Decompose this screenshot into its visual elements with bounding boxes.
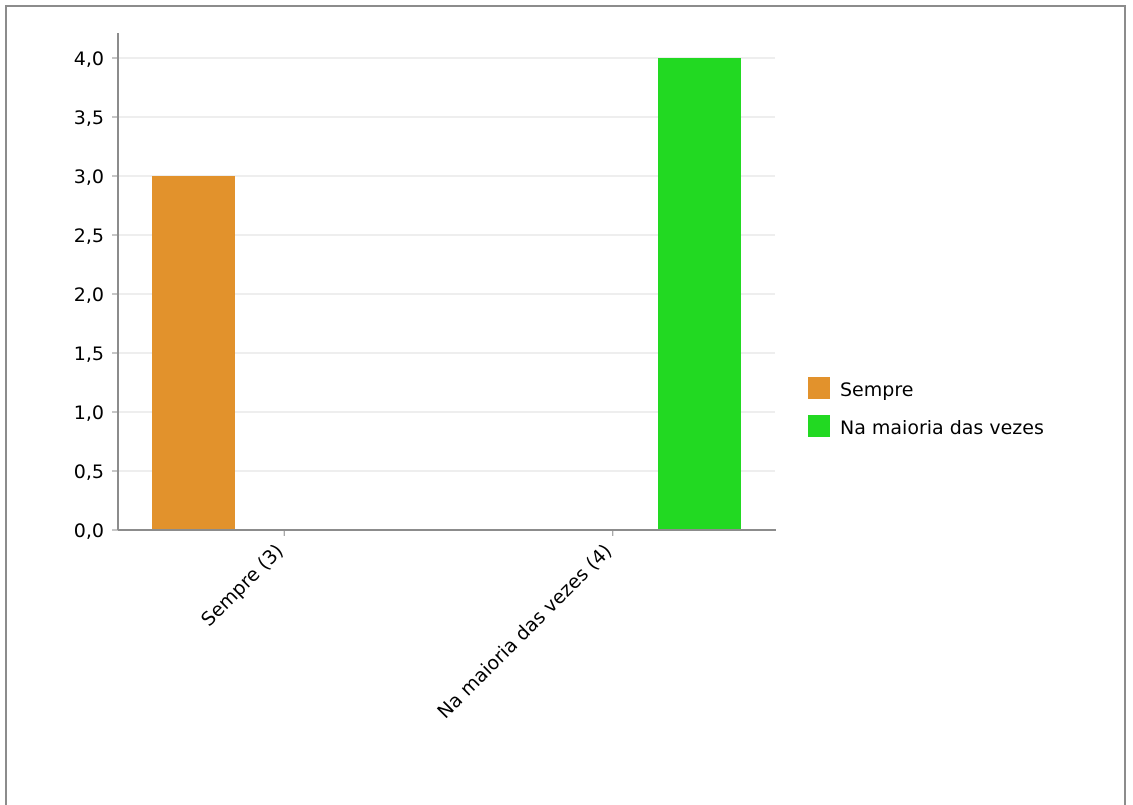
y-axis-ticks: 0,0 0,5 1,0 1,5 2,0 2,5 3,0 3,5 4,0 bbox=[74, 48, 118, 542]
x-axis-ticks: Sempre (3) Na maioria das vezes (4) bbox=[197, 530, 616, 723]
y-tick-label: 1,5 bbox=[74, 343, 104, 365]
y-tick-label: 0,0 bbox=[74, 520, 104, 542]
legend-swatch bbox=[808, 377, 830, 399]
bar bbox=[658, 58, 741, 530]
y-tick-label: 2,0 bbox=[74, 284, 104, 306]
legend-swatch bbox=[808, 415, 830, 437]
legend: Sempre Na maioria das vezes bbox=[808, 377, 1044, 439]
y-tick-label: 0,5 bbox=[74, 461, 104, 483]
y-tick-label: 3,0 bbox=[74, 166, 104, 188]
y-tick-label: 2,5 bbox=[74, 225, 104, 247]
bars bbox=[152, 58, 741, 530]
chart-frame bbox=[5, 5, 1126, 805]
legend-label: Sempre bbox=[840, 379, 913, 401]
bar bbox=[152, 176, 235, 530]
y-tick-label: 4,0 bbox=[74, 48, 104, 70]
y-tick-label: 3,5 bbox=[74, 107, 104, 129]
legend-label: Na maioria das vezes bbox=[840, 417, 1044, 439]
y-tick-label: 1,0 bbox=[74, 402, 104, 424]
axes bbox=[117, 33, 776, 531]
x-tick-label: Sempre (3) bbox=[197, 540, 288, 631]
x-tick-label: Na maioria das vezes (4) bbox=[433, 540, 616, 723]
